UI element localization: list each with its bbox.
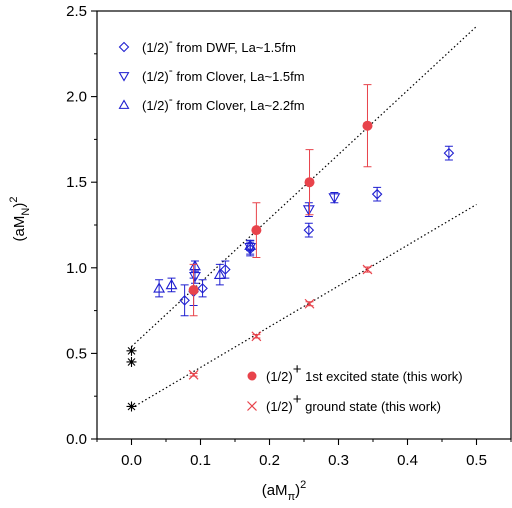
x-tick-label: 0.0 xyxy=(121,452,142,469)
series-5 xyxy=(188,264,373,380)
legend-marker xyxy=(118,72,130,82)
data-point xyxy=(304,298,315,309)
data-point xyxy=(328,193,341,204)
legend-label: (1/2)- from Clover, La~1.5fm xyxy=(142,63,305,84)
extrapolated-point xyxy=(126,401,137,412)
data-point xyxy=(362,264,373,275)
y-tick-label: 2.5 xyxy=(66,3,87,20)
legend-entry: (1/2)- from Clover, La~2.2fm xyxy=(118,92,305,113)
data-point xyxy=(213,268,226,279)
data-point xyxy=(371,188,383,200)
data-point xyxy=(251,225,262,236)
data-point xyxy=(244,239,257,250)
legend-label: (1/2)- from Clover, La~2.2fm xyxy=(142,92,305,113)
data-point xyxy=(362,120,373,131)
y-tick-label: 2.0 xyxy=(66,89,87,106)
series-1 xyxy=(179,145,455,317)
legend-label: (1/2)+ ground state (this work) xyxy=(266,391,441,414)
legend: (1/2)- from DWF, La~1.5fm (1/2)- from Clo… xyxy=(118,34,463,414)
x-tick-label: 0.1 xyxy=(190,452,211,469)
y-tick-label: 1.5 xyxy=(66,174,87,191)
data-point xyxy=(188,285,199,296)
series-2 xyxy=(189,191,341,284)
axes: 0.0 0.1 0.2 0.3 0.4 0.5 0.0 0.5 1.0 1.5 2.0 2.5 xyxy=(66,3,512,469)
series-4 xyxy=(188,84,373,317)
data-point xyxy=(197,283,208,294)
legend-entry: (1/2)- from Clover, La~1.5fm xyxy=(118,63,305,84)
extrapolated-points xyxy=(126,345,137,412)
x-axis-title: (aMπ)2 xyxy=(262,479,307,503)
y-axis-title: (aMN)2 xyxy=(8,197,32,242)
error-bar xyxy=(180,284,189,317)
data-point xyxy=(220,264,231,275)
legend-entry: (1/2)- from DWF, La~1.5fm xyxy=(118,34,296,55)
data-point xyxy=(153,282,166,293)
error-bar xyxy=(215,263,224,286)
legend-marker xyxy=(118,99,130,109)
data-point xyxy=(304,177,315,188)
x-tick-label: 0.4 xyxy=(397,452,418,469)
data-point xyxy=(189,272,201,283)
x-tick-label: 0.3 xyxy=(328,452,349,469)
y-tick-label: 0.0 xyxy=(66,431,87,448)
x-tick-label: 0.5 xyxy=(466,452,487,469)
data-point xyxy=(165,278,178,290)
data-point xyxy=(188,369,199,380)
data-point xyxy=(189,259,201,271)
legend-entry: (1/2)+ ground state (this work) xyxy=(247,391,441,414)
y-tick-label: 1.0 xyxy=(66,260,87,277)
data-point xyxy=(179,295,190,306)
error-bar xyxy=(198,279,207,298)
data-points xyxy=(126,84,455,412)
fit-line-2 xyxy=(131,203,477,409)
extrapolated-point xyxy=(126,345,137,356)
fit-lines xyxy=(131,25,477,409)
data-point xyxy=(251,331,262,342)
legend-marker xyxy=(247,371,257,381)
data-point xyxy=(303,224,315,236)
fit-line-1 xyxy=(131,25,477,347)
data-point xyxy=(443,147,455,159)
legend-label: (1/2)+ 1st excited state (this work) xyxy=(266,361,463,384)
legend-entry: (1/2)+ 1st excited state (this work) xyxy=(247,361,463,384)
y-tick-label: 0.5 xyxy=(66,345,87,362)
x-tick-label: 0.2 xyxy=(259,452,280,469)
extrapolated-point xyxy=(126,356,137,367)
series-3 xyxy=(153,239,257,298)
legend-label: (1/2)- from DWF, La~1.5fm xyxy=(142,34,296,55)
data-point xyxy=(302,205,315,216)
legend-marker xyxy=(247,401,257,411)
legend-marker xyxy=(118,41,130,53)
